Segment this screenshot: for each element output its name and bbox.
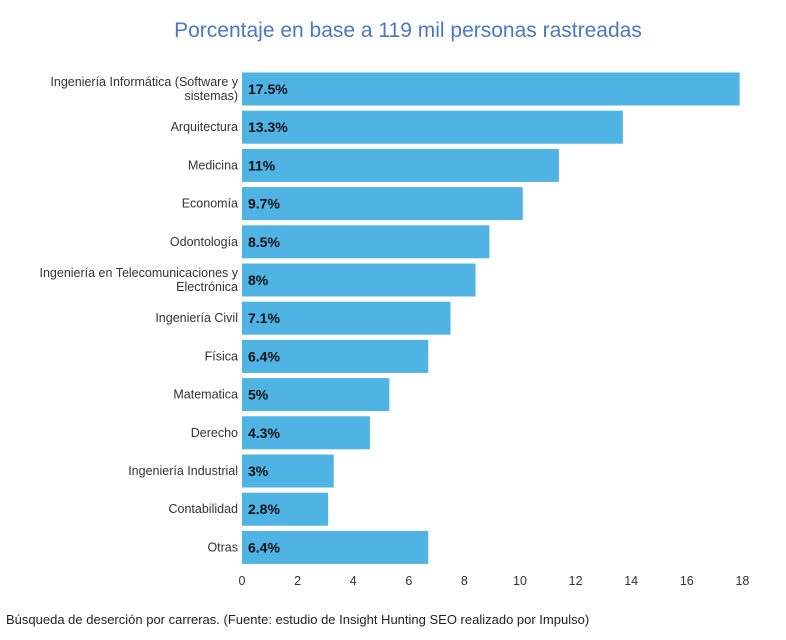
bar bbox=[242, 263, 476, 297]
x-tick-label: 0 bbox=[239, 574, 246, 588]
x-tick-label: 10 bbox=[513, 574, 527, 588]
category-label: Odontología bbox=[170, 235, 238, 249]
bar bbox=[242, 454, 334, 488]
x-tick-label: 16 bbox=[680, 574, 694, 588]
category-label: Electrónica bbox=[176, 280, 238, 294]
x-tick-label: 8 bbox=[461, 574, 468, 588]
bar bbox=[242, 416, 370, 450]
category-label: Economía bbox=[182, 197, 238, 211]
chart-title: Porcentaje en base a 119 mil personas ra… bbox=[174, 19, 642, 42]
category-label: sistemas) bbox=[185, 89, 238, 103]
category-label: Derecho bbox=[191, 426, 238, 440]
bar bbox=[242, 225, 490, 259]
category-label: Matematica bbox=[173, 388, 238, 402]
data-label: 9.7% bbox=[248, 196, 280, 212]
bar bbox=[242, 110, 623, 144]
bar bbox=[242, 148, 559, 182]
bar-chart: Porcentaje en base a 119 mil personas ra… bbox=[39, 19, 750, 588]
category-label: Medicina bbox=[188, 158, 238, 172]
data-label: 13.3% bbox=[248, 119, 288, 135]
data-label: 2.8% bbox=[248, 501, 280, 517]
data-label: 8% bbox=[248, 272, 269, 288]
category-label: Ingeniería Civil bbox=[155, 311, 238, 325]
data-label: 6.4% bbox=[248, 348, 280, 364]
category-label: Ingeniería en Telecomunicaciones y bbox=[39, 266, 238, 280]
data-label: 6.4% bbox=[248, 539, 280, 555]
data-label: 11% bbox=[248, 157, 276, 173]
bar bbox=[242, 530, 429, 564]
x-axis-ticks: 0 2 4 6 8 10 12 14 16 18 bbox=[239, 574, 750, 588]
x-tick-label: 4 bbox=[350, 574, 357, 588]
category-label: Ingeniería Informática (Software y bbox=[50, 75, 238, 89]
category-label: Otras bbox=[207, 540, 238, 554]
category-label: Ingeniería Industrial bbox=[128, 464, 238, 478]
bar bbox=[242, 72, 740, 106]
bar bbox=[242, 492, 329, 526]
bars-layer: 17.5% Ingeniería Informática (Software ys… bbox=[39, 72, 740, 564]
category-label: Arquitectura bbox=[171, 120, 238, 134]
category-label: Física bbox=[205, 349, 238, 363]
bar bbox=[242, 301, 451, 335]
data-label: 8.5% bbox=[248, 234, 280, 250]
x-tick-label: 12 bbox=[569, 574, 583, 588]
data-label: 5% bbox=[248, 387, 269, 403]
x-tick-label: 14 bbox=[624, 574, 638, 588]
bar bbox=[242, 339, 429, 373]
category-label: Contabilidad bbox=[169, 502, 239, 516]
data-label: 4.3% bbox=[248, 425, 280, 441]
x-tick-label: 6 bbox=[405, 574, 412, 588]
data-label: 7.1% bbox=[248, 310, 280, 326]
data-label: 17.5% bbox=[248, 81, 288, 97]
chart-panel: Porcentaje en base a 119 mil personas ra… bbox=[39, 19, 750, 588]
bar bbox=[242, 378, 390, 412]
figure-caption: Búsqueda de deserción por carreras. (Fue… bbox=[6, 612, 590, 627]
bar bbox=[242, 187, 523, 221]
x-tick-label: 2 bbox=[294, 574, 301, 588]
x-tick-label: 18 bbox=[735, 574, 749, 588]
data-label: 3% bbox=[248, 463, 269, 479]
